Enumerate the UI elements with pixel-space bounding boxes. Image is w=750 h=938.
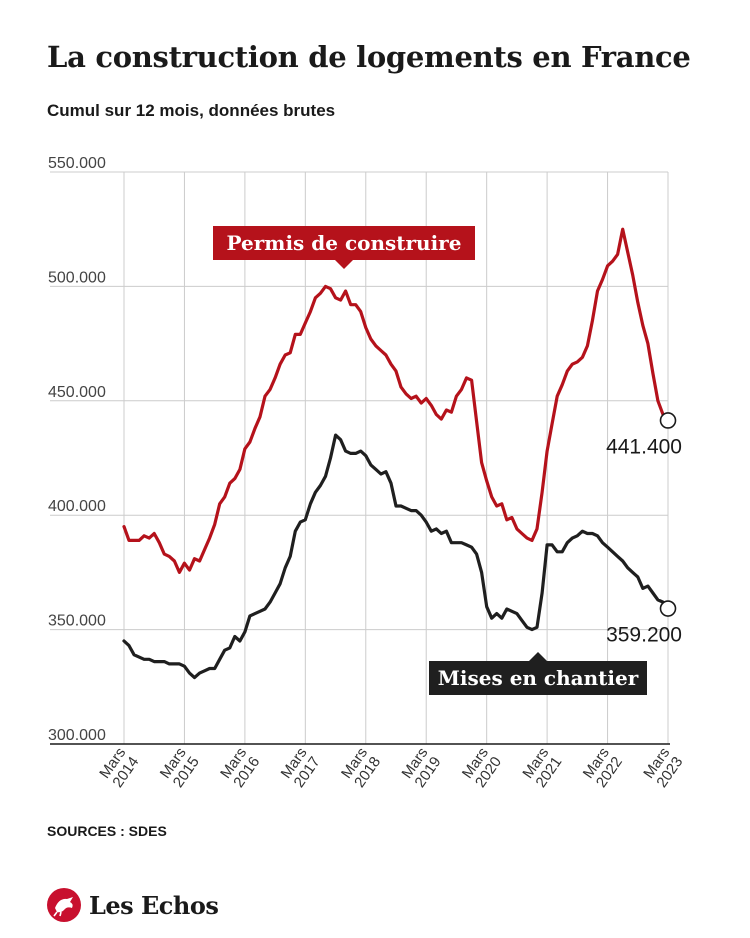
mises-end-marker	[659, 600, 677, 617]
mises-series-line	[122, 433, 670, 680]
x-tick-label: Mars2017	[278, 745, 324, 791]
mises-tag-label: Mises en chantier	[438, 666, 639, 690]
y-tick-label: 350.000	[48, 613, 106, 630]
x-tick-label: Mars2019	[398, 745, 444, 791]
chart-subtitle: Cumul sur 12 mois, données brutes	[47, 101, 336, 120]
logo-text: Les Echos	[89, 891, 219, 920]
permis-tag-pointer	[335, 260, 353, 269]
permis-end-label: 441.400	[606, 435, 682, 458]
x-tick-label: Mars2018	[338, 745, 384, 791]
y-tick-label: 400.000	[48, 498, 106, 515]
line-chart: 300.000 350.000 400.000 450.000 500.000 550.0…	[48, 155, 686, 791]
x-tick-label: Mars2022	[580, 745, 626, 791]
mises-tag-pointer	[529, 652, 547, 661]
x-tick-label: Mars2020	[459, 745, 505, 791]
x-tick-label: Mars2023	[640, 745, 686, 791]
mises-end-label: 359.200	[606, 624, 682, 647]
y-tick-label: 450.000	[48, 384, 106, 401]
x-tick-label: Mars2016	[217, 745, 263, 791]
permis-tag-label: Permis de construire	[227, 231, 462, 255]
mises-tag-box	[429, 661, 647, 695]
chart-title: La construction de logements en France	[47, 40, 691, 74]
permis-series-line	[122, 227, 670, 574]
y-tick-label: 550.000	[48, 155, 106, 172]
x-tick-label: Mars2015	[157, 745, 203, 791]
permis-tag-box	[213, 226, 475, 260]
y-tick-label: 300.000	[48, 727, 106, 744]
permis-end-marker	[659, 412, 677, 429]
x-tick-label: Mars2021	[519, 745, 565, 791]
source-note: SOURCES : SDES	[47, 823, 167, 839]
logo-emblem-icon	[47, 888, 81, 922]
y-tick-label: 500.000	[48, 269, 106, 286]
x-tick-label: Mars2014	[96, 745, 142, 791]
